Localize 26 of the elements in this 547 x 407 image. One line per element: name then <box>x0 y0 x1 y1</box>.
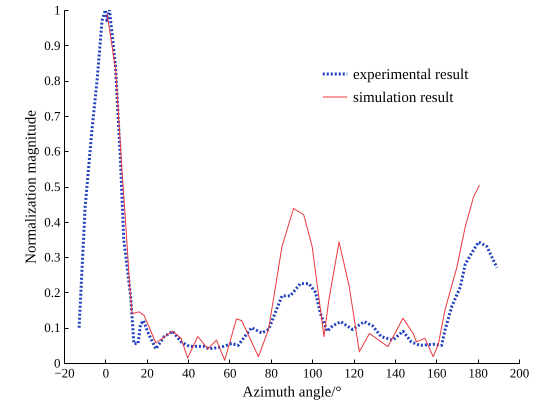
y-tick-label: 0.3 <box>44 250 60 265</box>
x-tick-label: 20 <box>140 366 154 380</box>
y-tick-label: 0.2 <box>44 284 60 300</box>
x-tick-label: 100 <box>302 366 322 380</box>
y-tick-label: 0.4 <box>44 214 61 230</box>
y-tick-label: 1 <box>54 2 60 18</box>
x-axis-title: Azimuth angle/° <box>242 384 342 400</box>
y-tick-label: 0.5 <box>44 179 60 194</box>
y-tick-label: 0 <box>54 356 60 370</box>
x-tick-label: 0 <box>102 366 110 380</box>
x-tick-label: 160 <box>427 366 447 380</box>
x-tick-label: 40 <box>182 366 196 380</box>
x-tick-label: 200 <box>510 366 530 380</box>
x-tick-label: 60 <box>223 366 236 380</box>
legend-label: simulation result <box>353 90 454 106</box>
y-tick-label: 0.7 <box>44 108 61 124</box>
y-tick-label: 0.9 <box>44 38 60 53</box>
x-tick-label: 80 <box>264 366 278 380</box>
y-tick-label: 0.6 <box>44 144 61 159</box>
y-tick-label: 0.8 <box>44 73 60 88</box>
x-tick-label: 120 <box>344 366 364 380</box>
legend-label: experimental result <box>353 67 470 83</box>
x-tick-label: 180 <box>468 366 488 380</box>
x-tick-label: 140 <box>386 366 406 380</box>
y-tick-label: 0.1 <box>44 320 60 336</box>
y-axis-title: Normalization magnitude <box>23 110 40 264</box>
